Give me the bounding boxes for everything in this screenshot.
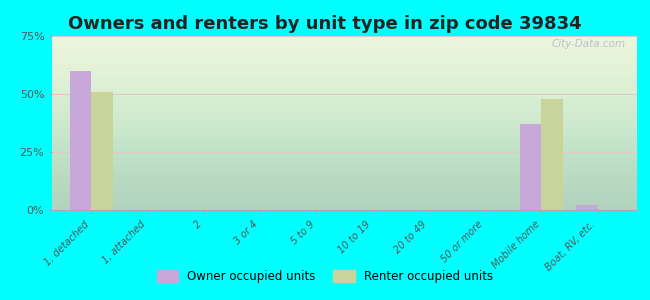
Bar <box>577 206 597 210</box>
Bar <box>541 99 563 210</box>
Bar <box>92 92 112 210</box>
Legend: Owner occupied units, Renter occupied units: Owner occupied units, Renter occupied un… <box>152 266 498 288</box>
Bar <box>520 124 541 210</box>
Bar <box>70 71 92 210</box>
Text: Owners and renters by unit type in zip code 39834: Owners and renters by unit type in zip c… <box>68 15 582 33</box>
Text: City-Data.com: City-Data.com <box>551 40 625 50</box>
